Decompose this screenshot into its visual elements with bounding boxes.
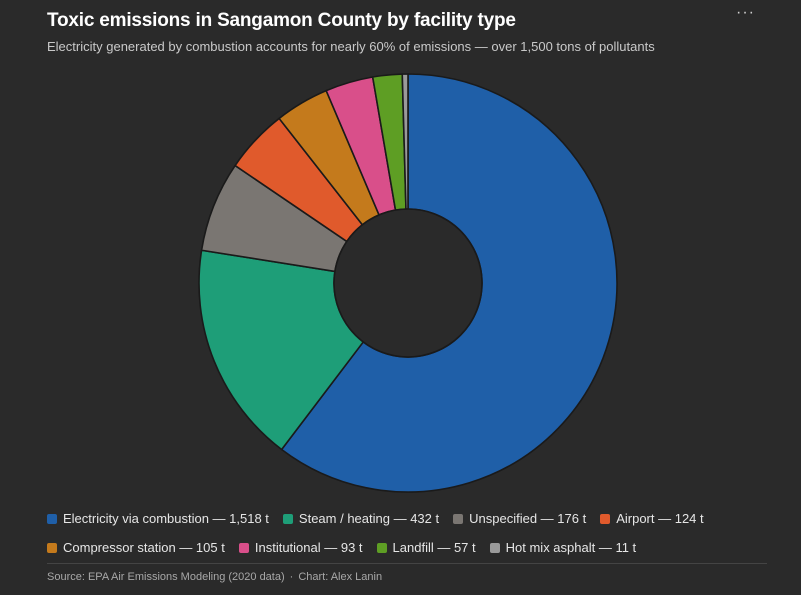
legend-item-institutional[interactable]: Institutional — 93 t [238, 540, 363, 555]
chart-subtitle: Electricity generated by combustion acco… [47, 39, 655, 54]
legend-item-asphalt[interactable]: Hot mix asphalt — 11 t [489, 540, 637, 555]
legend-label: Landfill — 57 t [392, 540, 476, 555]
legend-item-airport[interactable]: Airport — 124 t [600, 511, 704, 526]
legend-swatch [600, 513, 611, 524]
legend-item-compressor[interactable]: Compressor station — 105 t [47, 540, 225, 555]
legend-swatch [282, 513, 293, 524]
legend-swatch [238, 542, 249, 553]
chart-title: Toxic emissions in Sangamon County by fa… [47, 10, 516, 31]
donut-hole [333, 208, 483, 358]
legend-swatch [489, 542, 500, 553]
legend-row-1: Electricity via combustion — 1,518 t Ste… [47, 504, 767, 533]
legend: Electricity via combustion — 1,518 t Ste… [47, 504, 767, 562]
donut-chart [198, 73, 618, 493]
more-options-icon[interactable]: ··· [736, 4, 755, 21]
legend-label: Airport — 124 t [616, 511, 704, 526]
legend-item-unspecified[interactable]: Unspecified — 176 t [453, 511, 586, 526]
legend-swatch [47, 542, 57, 553]
legend-swatch [453, 513, 464, 524]
legend-swatch [47, 513, 57, 524]
legend-label: Hot mix asphalt — 11 t [505, 540, 637, 555]
footer-separator: · [289, 571, 294, 583]
legend-item-landfill[interactable]: Landfill — 57 t [376, 540, 476, 555]
legend-label: Unspecified — 176 t [469, 511, 587, 526]
legend-swatch [376, 542, 387, 553]
footer-divider [47, 563, 767, 564]
footer-source: Source: EPA Air Emissions Modeling (2020… [47, 571, 382, 583]
credit-text: Chart: Alex Lanin [298, 571, 383, 583]
legend-item-steam[interactable]: Steam / heating — 432 t [282, 511, 440, 526]
legend-label: Steam / heating — 432 t [298, 511, 440, 526]
legend-label: Institutional — 93 t [254, 540, 363, 555]
source-text: Source: EPA Air Emissions Modeling (2020… [47, 571, 285, 583]
legend-item-electricity[interactable]: Electricity via combustion — 1,518 t [47, 511, 269, 526]
legend-label: Electricity via combustion — 1,518 t [63, 511, 269, 526]
legend-row-2: Compressor station — 105 t Institutional… [47, 533, 767, 562]
legend-label: Compressor station — 105 t [63, 540, 225, 555]
